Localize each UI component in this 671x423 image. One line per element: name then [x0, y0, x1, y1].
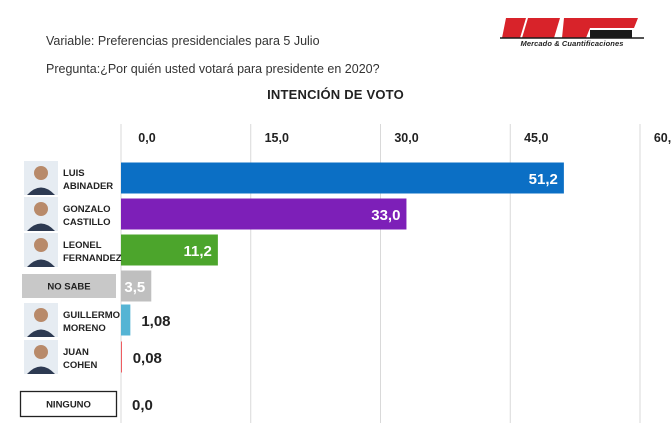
bar — [121, 162, 564, 194]
value-label: 0,08 — [133, 350, 162, 367]
photo-head — [34, 238, 48, 252]
category-box — [22, 274, 116, 298]
bars: 51,2 33,0 11,2 3,5 1,08 0,08 0,0 — [121, 162, 564, 414]
x-tick-label: 15,0 — [265, 131, 289, 145]
candidate-photo — [24, 303, 58, 337]
category-label: JUAN — [63, 347, 89, 358]
logo-mark — [500, 18, 644, 39]
value-label: 1,08 — [141, 313, 170, 330]
photo-body — [27, 329, 55, 337]
question-text: Pregunta:¿Por quién usted votará para pr… — [46, 62, 380, 76]
category-box — [19, 390, 118, 418]
bar — [121, 341, 122, 373]
candidate-photo — [24, 340, 58, 374]
photo-head — [34, 345, 48, 359]
photo-head — [34, 166, 48, 180]
x-tick-label: 60,0 — [654, 131, 671, 145]
candidate-photo — [24, 161, 58, 195]
candidate-photo — [24, 197, 58, 231]
category-label: CASTILLO — [63, 217, 111, 228]
x-tick-label: 0,0 — [138, 131, 155, 145]
category-label: LUIS — [63, 168, 85, 179]
x-tick-label: 30,0 — [394, 131, 418, 145]
mc-logo — [500, 18, 644, 39]
tick-labels: 0,0 15,0 30,0 45,0 60,0 — [138, 131, 671, 145]
category-label: MORENO — [63, 323, 106, 334]
chart-title: INTENCIÓN DE VOTO — [267, 87, 404, 102]
bar — [121, 304, 131, 336]
category-label: NINGUNO — [46, 400, 91, 411]
photo-head — [34, 202, 48, 216]
category-label: FERNANDEZ — [63, 253, 122, 264]
category-label: LEONEL — [63, 240, 102, 251]
candidate-photo — [24, 233, 58, 267]
value-label: 51,2 — [529, 171, 558, 188]
value-label: 3,5 — [124, 279, 145, 296]
photo-body — [27, 366, 55, 374]
value-label: 0,0 — [132, 397, 153, 414]
photo-body — [27, 223, 55, 231]
category-label: GUILLERMO — [63, 310, 120, 321]
photo-head — [34, 308, 48, 322]
value-label: 33,0 — [371, 207, 400, 224]
bar — [121, 234, 218, 266]
bar — [121, 270, 152, 302]
category-label: NO SABE — [47, 282, 90, 293]
bar — [121, 198, 407, 230]
category-label: GONZALO — [63, 204, 111, 215]
photo-body — [27, 187, 55, 195]
category-labels: LUIS ABINADER GONZALO CASTILLO LEONEL FERNAND… — [19, 161, 122, 418]
x-tick-label: 45,0 — [524, 131, 548, 145]
variable-text: Variable: Preferencias presidenciales pa… — [46, 34, 320, 48]
value-label: 11,2 — [184, 243, 212, 260]
category-label: ABINADER — [63, 181, 113, 192]
photo-body — [27, 259, 55, 267]
logo-text: Mercado & Cuantificaciones — [520, 39, 624, 48]
category-label: COHEN — [63, 360, 97, 371]
